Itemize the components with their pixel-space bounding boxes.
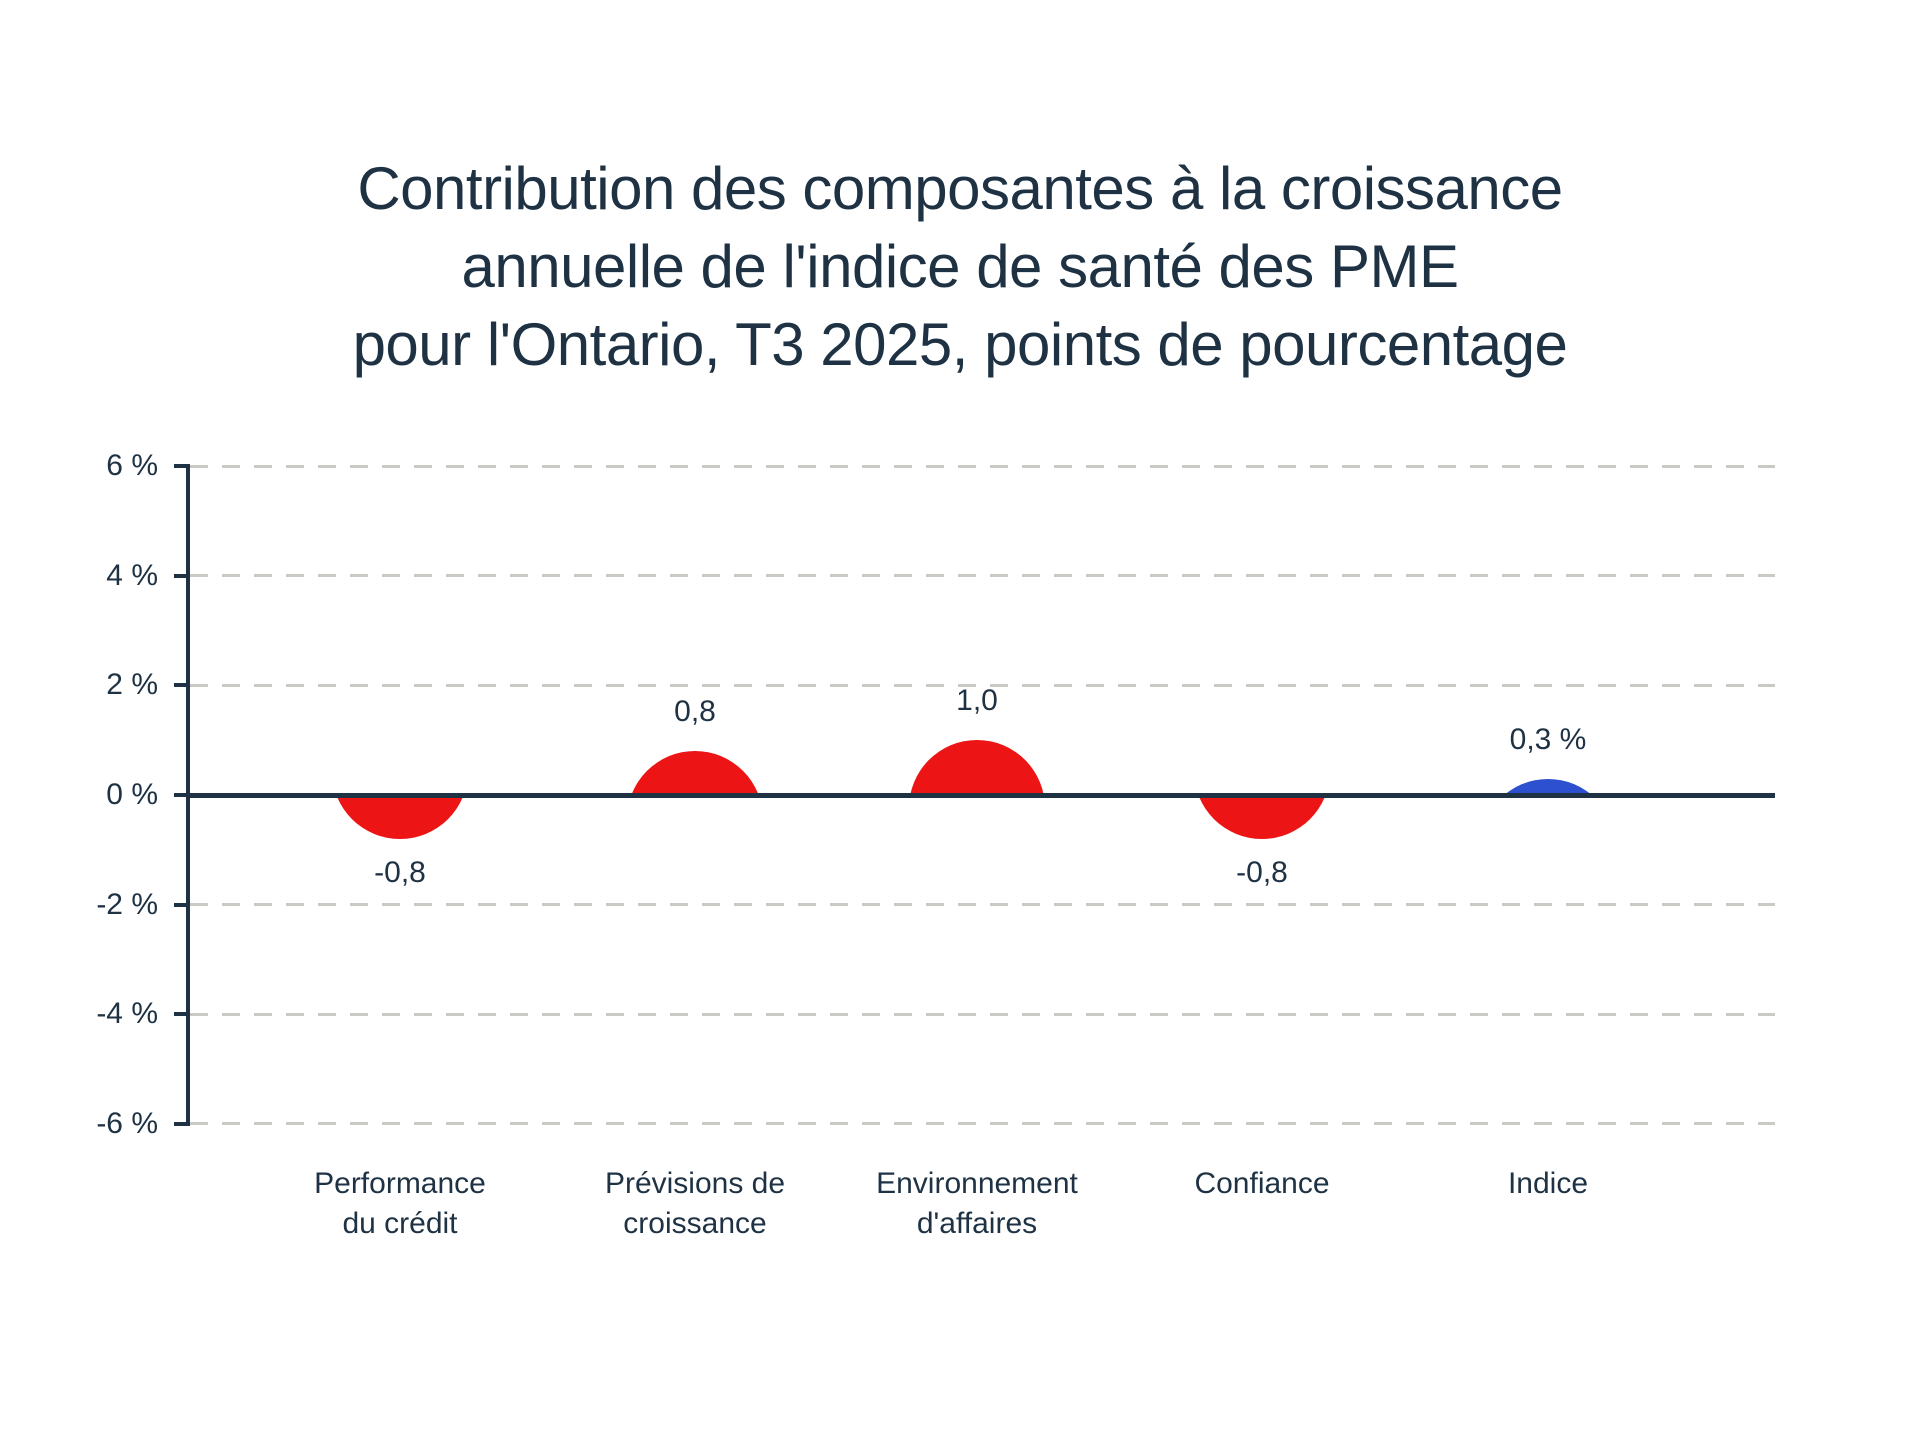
value-label-1: -0,8 (374, 855, 426, 889)
y-tick-label--6: -6 % (96, 1106, 158, 1140)
bubble-clip-5 (1480, 778, 1616, 795)
y-axis-tick--2 (174, 902, 190, 907)
bubble-clip-3 (909, 740, 1045, 795)
y-axis-tick-2 (174, 683, 190, 688)
category-label-line: du crédit (342, 1207, 458, 1240)
value-label-4: -0,8 (1236, 855, 1288, 889)
category-label-line: Indice (1507, 1167, 1589, 1200)
value-label-3: 1,0 (956, 684, 998, 718)
category-label-1: Performance du crédit (250, 1164, 550, 1244)
gridline-6 (190, 464, 1775, 468)
bubble-clip-4 (1194, 795, 1330, 839)
value-label-2: 0,8 (674, 695, 716, 729)
y-tick-label--2: -2 % (96, 887, 158, 921)
y-axis-tick-6 (174, 464, 190, 469)
gridline-2 (190, 683, 1775, 687)
y-tick-label-0: 0 % (106, 778, 158, 811)
y-tick-label-6: 6 % (106, 449, 158, 483)
bubble-4 (1194, 795, 1330, 839)
zero-baseline (186, 793, 1775, 798)
category-label-line: croissance (623, 1207, 767, 1240)
chart-title-line-2: annuelle de l'indice de santé des PME (461, 233, 1459, 300)
category-label-3: Environnement d'affaires (827, 1164, 1127, 1244)
chart-title: Contribution des composantes à la croiss… (0, 150, 1920, 384)
category-label-line: Confiance (1194, 1167, 1330, 1200)
chart-title-line-3: pour l'Ontario, T3 2025, points de pourc… (352, 311, 1568, 378)
y-axis-tick--4 (174, 1012, 190, 1017)
category-label-line: Prévisions de (604, 1167, 786, 1200)
y-axis-tick--6 (174, 1121, 190, 1126)
gridline--6 (190, 1122, 1775, 1126)
gridline--4 (190, 1012, 1775, 1016)
category-label-line: Environnement (876, 1167, 1078, 1200)
bubble-1 (332, 795, 468, 839)
y-axis-tick-4 (174, 573, 190, 578)
value-label-5: 0,3 % (1509, 722, 1587, 756)
y-tick-label--4: -4 % (96, 997, 158, 1031)
gridline--2 (190, 903, 1775, 907)
y-tick-label-4: 4 % (106, 558, 158, 592)
gridline-4 (190, 574, 1775, 578)
bubble-clip-1 (332, 795, 468, 839)
category-label-line: Performance (314, 1167, 486, 1200)
category-label-5: Indice (1398, 1164, 1698, 1204)
bubble-3 (909, 740, 1045, 795)
bubble-2 (627, 751, 763, 795)
bubble-clip-2 (627, 751, 763, 795)
y-tick-label-2: 2 % (106, 668, 158, 702)
category-label-line: d'affaires (916, 1207, 1038, 1240)
y-axis-tick-0 (174, 793, 190, 797)
chart-title-line-1: Contribution des composantes à la croiss… (357, 155, 1563, 222)
category-label-2: Prévisions de croissance (545, 1164, 845, 1244)
category-label-4: Confiance (1112, 1164, 1412, 1204)
